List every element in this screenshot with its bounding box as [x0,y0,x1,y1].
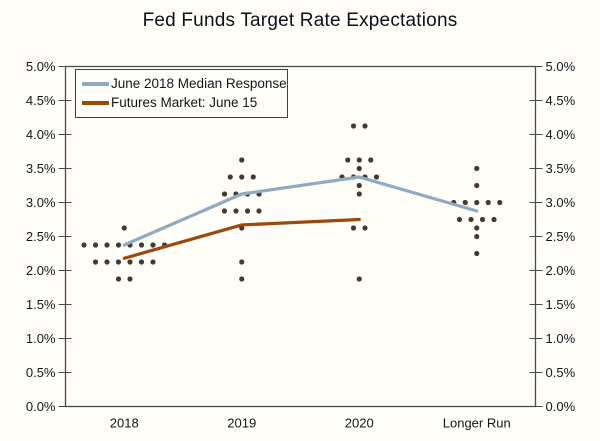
dot [497,199,503,206]
dot [233,208,239,214]
dot [474,225,480,231]
legend-label-median: June 2018 Median Response [111,76,287,91]
dot [150,259,156,265]
median-line-swatch [82,81,109,86]
dot [491,216,497,223]
legend-label-futures: Futures Market: June 15 [111,95,258,110]
dot [362,225,368,231]
y-tick-label-right: 3.0% [546,195,576,210]
y-tick-label-right: 1.5% [546,297,576,312]
dot [356,165,362,172]
dot [92,242,99,248]
y-tick-label-right: 0.5% [546,365,576,380]
dot [221,208,228,214]
dot [239,174,245,180]
dot [362,123,368,129]
dot [256,208,262,214]
dot [250,174,256,180]
dot [127,276,133,282]
dot [244,208,251,214]
dot [474,199,480,206]
dot [474,165,480,172]
dot [456,216,463,223]
y-tick-label-right: 0.0% [546,399,576,414]
dot [373,174,380,180]
dot [468,216,474,223]
median-response-line [122,175,479,247]
dot [350,225,357,231]
y-tick-label-right: 5.0% [546,59,576,74]
futures-market-line [122,217,361,260]
y-tick-label-left: 1.5% [26,297,56,312]
dot [104,242,110,248]
y-tick-label-right: 2.0% [546,263,576,278]
dot [368,157,374,163]
dot [115,259,122,265]
x-tick-label: Longer Run [443,416,511,431]
y-tick-label-left: 3.5% [26,161,56,176]
dot [115,242,122,248]
x-tick-label: 2019 [227,416,256,431]
dot [239,259,245,265]
dot [462,199,468,206]
y-tick-label-left: 0.5% [26,365,56,380]
legend-entry-median: June 2018 Median Response [82,74,287,93]
y-tick-label-right: 2.5% [546,229,576,244]
y-tick-label-left: 5.0% [26,59,56,74]
dot [81,242,87,248]
x-tick-label: 2020 [345,416,374,431]
dot [138,259,145,265]
dot [239,157,245,163]
y-tick-label-left: 2.0% [26,263,56,278]
dot [350,123,357,129]
futures-line-swatch [82,100,109,105]
y-tick-label-right: 4.0% [546,127,576,142]
y-tick-label-right: 4.5% [546,93,576,108]
y-tick-label-left: 4.5% [26,93,56,108]
dot [485,199,491,206]
dot [479,216,486,223]
y-tick-label-left: 0.0% [26,399,56,414]
y-tick-label-left: 2.5% [26,229,56,244]
dot [92,259,99,265]
y-tick-label-left: 4.0% [26,127,56,142]
dot [474,250,480,257]
y-tick-label-right: 1.0% [546,331,576,346]
chart-title: Fed Funds Target Rate Expectations [142,10,458,31]
dot [345,157,351,163]
dot [239,276,245,282]
dot [138,242,145,248]
legend-entry-futures: Futures Market: June 15 [82,93,281,112]
y-tick-label-left: 1.0% [26,331,56,346]
y-tick-label-left: 3.0% [26,195,56,210]
dot [221,191,228,197]
dot [127,259,133,265]
dot [104,259,110,265]
legend: June 2018 Median Response Futures Market… [75,69,288,118]
dot [474,182,480,189]
dot [150,242,156,248]
dot [121,225,127,231]
dot [356,191,362,197]
y-tick-label-right: 3.5% [546,161,576,176]
dot [356,276,362,282]
dot [474,233,480,240]
dot [356,182,362,189]
dot [227,174,233,180]
dot [115,276,122,282]
x-tick-label: 2018 [110,416,139,431]
dot [356,157,362,163]
